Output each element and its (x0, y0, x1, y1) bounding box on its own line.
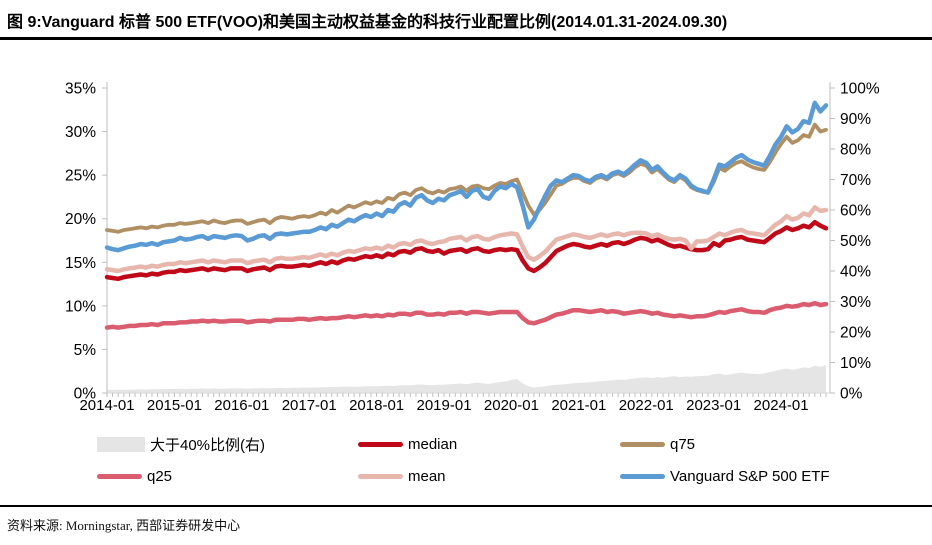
axis-tick-label: 100% (840, 81, 880, 98)
axis-tick-label: 40% (840, 264, 871, 281)
axis-tick-label: 2021-01 (551, 397, 606, 414)
axis-tick-label: 2020-01 (484, 397, 539, 414)
axis-tick-label: 20% (65, 211, 96, 228)
axis-tick-label: 10% (65, 298, 96, 315)
axis-tick-label: 50% (840, 233, 871, 250)
series-mean (104, 205, 829, 274)
axis-tick-label: 10% (840, 355, 871, 372)
axis-tick-label: 0% (840, 386, 863, 403)
legend-item-gt40: 大于40%比例(右) (97, 434, 265, 454)
legend-label-mean: mean (408, 467, 446, 485)
axis-tick-label: 2023-01 (686, 397, 741, 414)
chart-svg: 0% 5% 10% 15% 20% 25% 30% 35% 0% 10% 20% 30% 40% 50% 6… (65, 81, 880, 415)
legend-item-voo: Vanguard S&P 500 ETF (620, 466, 830, 486)
q75-line-swatch (620, 441, 665, 447)
axis-tick-label: 80% (840, 142, 871, 159)
axis-tick-label: 2019-01 (417, 397, 472, 414)
legend-item-median: median (358, 434, 457, 454)
axis-tick-label: 5% (74, 342, 97, 359)
series-voo (104, 100, 829, 253)
legend-label-gt40: 大于40%比例(右) (150, 436, 266, 454)
median-line-swatch (358, 441, 403, 447)
series-q25 (104, 300, 829, 330)
mean-line-swatch (358, 473, 403, 479)
axis-tick-label: 90% (840, 111, 871, 128)
axis-tick-label: 20% (840, 325, 871, 342)
legend-label-q25: q25 (147, 467, 173, 485)
gt40-area-swatch (97, 436, 145, 452)
axis-tick-label: 2015-01 (147, 397, 202, 414)
source-note: 资料来源: Morningstar, 西部证券研发中心 (7, 518, 241, 533)
legend-label-q75: q75 (670, 435, 696, 453)
axis-tick-label: 0% (74, 386, 97, 403)
axis-tick-label: 2022-01 (619, 397, 674, 414)
axis-tick-label: 30% (65, 124, 96, 141)
legend-item-q75: q75 (620, 434, 695, 454)
axis-tick-label: 2018-01 (349, 397, 404, 414)
axis-tick-label: 60% (840, 203, 871, 220)
legend-item-q25: q25 (97, 466, 172, 486)
axis-tick-label: 2017-01 (282, 397, 337, 414)
title-divider (0, 37, 932, 40)
legend-label-voo: Vanguard S&P 500 ETF (670, 467, 830, 485)
axis-tick-label: 35% (65, 81, 96, 98)
legend-item-mean: mean (358, 466, 446, 486)
axis-tick-label: 70% (840, 172, 871, 189)
series-q75 (105, 122, 828, 234)
axis-tick-label: 2024-01 (754, 397, 809, 414)
voo-line-swatch (620, 473, 665, 479)
q25-line-swatch (97, 473, 142, 479)
axis-tick-label: 25% (65, 168, 96, 185)
legend-label-median: median (408, 435, 458, 453)
series-gt40-area (107, 365, 826, 393)
footer-divider (0, 505, 932, 507)
series-median (104, 219, 829, 282)
figure-title: 图 9:Vanguard 标普 500 ETF(VOO)和美国主动权益基金的科技… (7, 14, 728, 31)
axis-tick-label: 30% (840, 294, 871, 311)
axis-tick-label: 2014-01 (79, 397, 134, 414)
axis-tick-label: 15% (65, 255, 96, 272)
axis-tick-label: 2016-01 (214, 397, 269, 414)
